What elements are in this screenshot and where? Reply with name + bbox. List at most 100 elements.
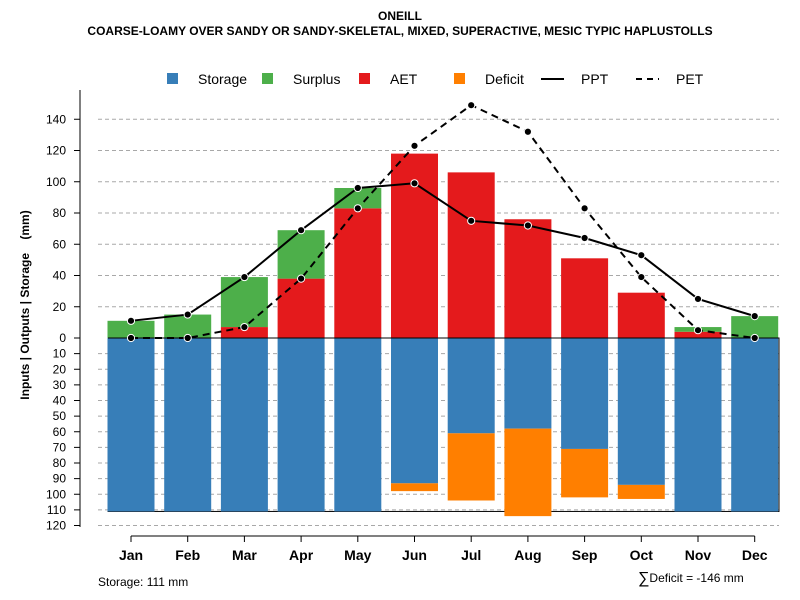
legend-swatch-deficit <box>454 73 465 84</box>
y-tick-label: 60 <box>53 425 67 439</box>
pet-point <box>467 101 476 110</box>
storage-bar <box>220 338 268 512</box>
y-tick-label: 70 <box>53 440 67 454</box>
deficit-note-text: Deficit = -146 mm <box>649 571 744 585</box>
y-tick-label: 60 <box>53 237 67 251</box>
storage-bar <box>277 338 325 512</box>
y-tick-label: 80 <box>53 456 67 470</box>
y-tick-label: 110 <box>47 503 66 517</box>
ppt-point <box>410 179 419 188</box>
pet-point <box>410 141 419 150</box>
aet-bar <box>277 278 325 338</box>
x-tick-label: Aug <box>514 547 541 563</box>
legend-label-pet: PET <box>676 71 704 87</box>
surplus-bar <box>164 314 212 338</box>
y-tick-label: 40 <box>53 394 67 408</box>
storage-bar <box>391 338 438 484</box>
deficit-note: ∑Deficit = -146 mm <box>638 570 744 588</box>
x-tick-label: Oct <box>630 547 654 563</box>
x-tick-label: Dec <box>742 547 768 563</box>
y-tick-label: 90 <box>53 472 67 486</box>
storage-note: Storage: 111 mm <box>98 575 189 589</box>
x-tick-label: Feb <box>175 547 200 563</box>
y-tick-label: 140 <box>46 112 66 126</box>
storage-bar <box>561 338 609 449</box>
surplus-bar <box>334 188 382 209</box>
x-tick-label: Jan <box>119 547 143 563</box>
y-tick-label: 10 <box>53 347 67 361</box>
x-tick-label: Nov <box>685 547 712 563</box>
deficit-bar <box>561 448 609 498</box>
storage-bar <box>731 338 779 512</box>
legend-swatch-storage <box>167 73 178 84</box>
y-tick-label: 120 <box>46 144 66 158</box>
pet-point <box>637 272 646 282</box>
ppt-point <box>693 294 703 304</box>
deficit-bar <box>447 433 495 501</box>
deficit-bar <box>617 484 665 499</box>
legend-label-ppt: PPT <box>581 71 609 87</box>
sum-symbol: ∑ <box>638 570 650 587</box>
x-tick-label: Sep <box>572 547 598 563</box>
x-tick-label: Jun <box>402 547 427 563</box>
ppt-point <box>297 226 306 235</box>
pet-point <box>240 322 249 332</box>
ppt-point <box>523 221 533 230</box>
y-tick-label: 120 <box>46 519 66 533</box>
pet-point <box>353 204 362 213</box>
x-tick-label: May <box>344 547 371 563</box>
ppt-point <box>183 310 192 319</box>
chart-title: ONEILL <box>378 9 422 23</box>
y-tick-label: 30 <box>53 378 67 392</box>
pet-point <box>126 333 136 343</box>
ppt-point <box>467 216 476 225</box>
pet-point <box>297 274 306 283</box>
storage-bar <box>334 338 382 512</box>
ppt-point <box>126 316 136 325</box>
legend-swatch-surplus <box>262 73 273 84</box>
legend-swatch-aet <box>359 73 370 84</box>
y-tick-label: 0 <box>59 331 66 345</box>
x-tick-label: Apr <box>289 547 314 563</box>
aet-bar <box>674 331 722 338</box>
aet-bar <box>447 172 495 338</box>
aet-bar <box>220 327 268 338</box>
surplus-bar <box>731 316 779 338</box>
legend-label-deficit: Deficit <box>485 71 524 87</box>
pet-point <box>693 326 703 335</box>
aet-bar <box>617 292 665 338</box>
storage-bar <box>674 338 722 512</box>
x-tick-label: Mar <box>232 547 257 563</box>
y-axis-label: Inputs | Outputs | Storage (mm) <box>18 210 32 399</box>
ppt-point <box>240 272 249 282</box>
pet-point <box>750 333 759 343</box>
x-tick-label: Jul <box>461 547 481 563</box>
y-tick-label: 100 <box>46 175 66 189</box>
aet-bar <box>504 219 552 338</box>
surplus-bar <box>220 277 268 328</box>
pet-line <box>131 104 755 339</box>
pet-point <box>183 333 192 343</box>
storage-bar <box>107 338 155 512</box>
y-tick-label: 20 <box>53 300 67 314</box>
surplus-bar <box>107 320 155 338</box>
ppt-point <box>580 233 589 243</box>
storage-bar <box>617 338 665 485</box>
y-tick-label: 100 <box>46 487 66 501</box>
storage-bar <box>504 338 552 429</box>
pet-point <box>523 127 533 136</box>
legend-label-aet: AET <box>390 71 418 87</box>
y-tick-label: 80 <box>53 206 67 220</box>
y-tick-label: 50 <box>53 409 67 423</box>
y-tick-label: 40 <box>53 269 67 283</box>
storage-bar <box>447 338 495 434</box>
legend-label-storage: Storage <box>198 71 247 87</box>
legend-label-surplus: Surplus <box>293 71 340 87</box>
aet-bar <box>561 258 609 338</box>
pet-point <box>580 204 589 213</box>
storage-bar <box>164 338 212 512</box>
deficit-bar <box>504 428 552 517</box>
chart-subtitle: COARSE-LOAMY OVER SANDY OR SANDY-SKELETA… <box>87 24 713 38</box>
ppt-point <box>353 183 362 193</box>
